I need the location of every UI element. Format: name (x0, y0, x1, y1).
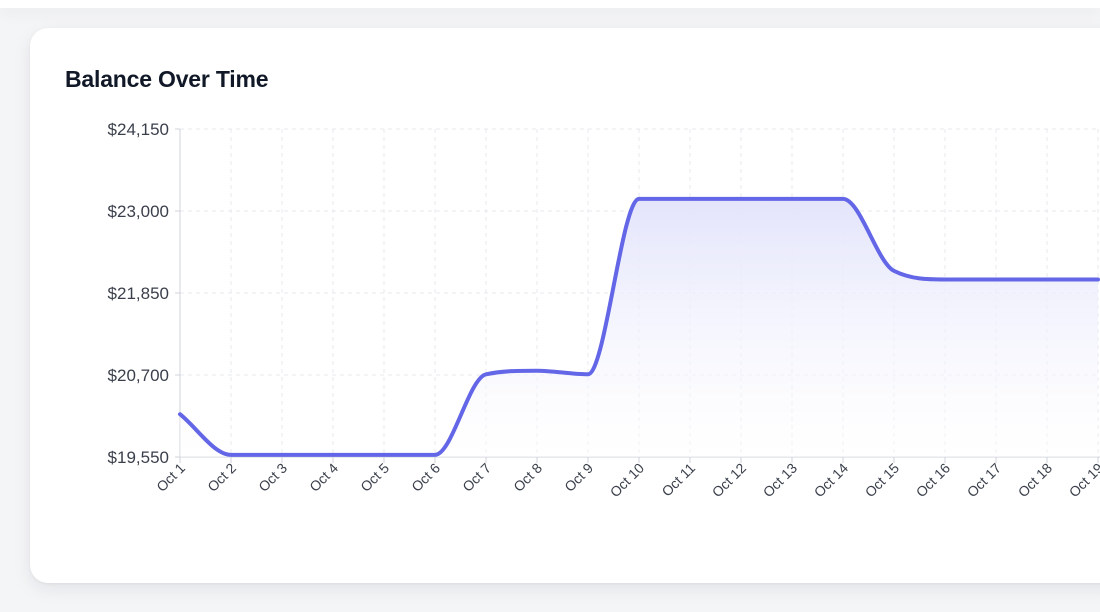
y-tick-labels: $19,550 $20,700 $21,850 $23,000 $24,150 (108, 120, 169, 467)
data-point[interactable] (327, 449, 339, 461)
x-tick-label: Oct 7 (459, 460, 494, 495)
data-point[interactable] (174, 408, 186, 420)
x-tick-label: Oct 6 (408, 460, 443, 495)
data-point[interactable] (1041, 273, 1053, 285)
data-point[interactable] (225, 449, 237, 461)
data-point[interactable] (276, 449, 288, 461)
x-tick-label: Oct 15 (862, 460, 903, 501)
balance-line (178, 196, 1100, 457)
data-point[interactable] (429, 449, 441, 461)
balance-card: Balance Over Time (30, 28, 1100, 583)
balance-area-fill (180, 198, 1098, 457)
card-title: Balance Over Time (65, 66, 269, 92)
previous-card-edge (0, 0, 1100, 8)
data-point[interactable] (378, 449, 390, 461)
area-series (180, 198, 1098, 457)
data-point[interactable] (735, 193, 747, 205)
x-tick-label: Oct 19 (1066, 460, 1100, 501)
x-tick-label: Oct 9 (561, 460, 596, 495)
data-point[interactable] (990, 273, 1002, 285)
data-point[interactable] (888, 265, 900, 277)
data-point[interactable] (480, 368, 492, 380)
y-tick-label: $24,150 (108, 120, 169, 139)
x-tick-label: Oct 5 (357, 460, 392, 495)
x-tick-labels: Oct 1 Oct 2 Oct 3 Oct 4 Oct 5 Oct 6 Oct 7 Oct 8… (153, 460, 1100, 501)
x-tick-label: Oct 14 (811, 460, 852, 501)
x-tick-label: Oct 11 (658, 460, 698, 500)
x-tick-label: Oct 10 (607, 460, 648, 501)
x-tick-label: Oct 18 (1015, 460, 1056, 501)
x-tick-label: Oct 4 (306, 460, 341, 495)
line-series (178, 196, 1100, 457)
data-point[interactable] (684, 193, 696, 205)
x-tick-label: Oct 16 (913, 460, 954, 501)
data-point[interactable] (837, 193, 849, 205)
y-tick-label: $21,850 (108, 284, 169, 303)
data-point[interactable] (633, 193, 645, 205)
y-tick-label: $19,550 (108, 448, 169, 467)
x-tick-label: Oct 17 (964, 460, 1005, 501)
data-point[interactable] (939, 273, 951, 285)
data-point[interactable] (531, 365, 543, 377)
x-tick-label: Oct 8 (510, 460, 545, 495)
x-tick-label: Oct 2 (204, 460, 239, 495)
x-tick-label: Oct 12 (709, 460, 750, 501)
x-tick-label: Oct 13 (760, 460, 801, 501)
y-tick-label: $20,700 (108, 366, 169, 385)
data-point[interactable] (582, 368, 594, 380)
y-tick-label: $23,000 (108, 202, 169, 221)
x-tick-label: Oct 3 (255, 460, 290, 495)
data-point[interactable] (786, 193, 798, 205)
